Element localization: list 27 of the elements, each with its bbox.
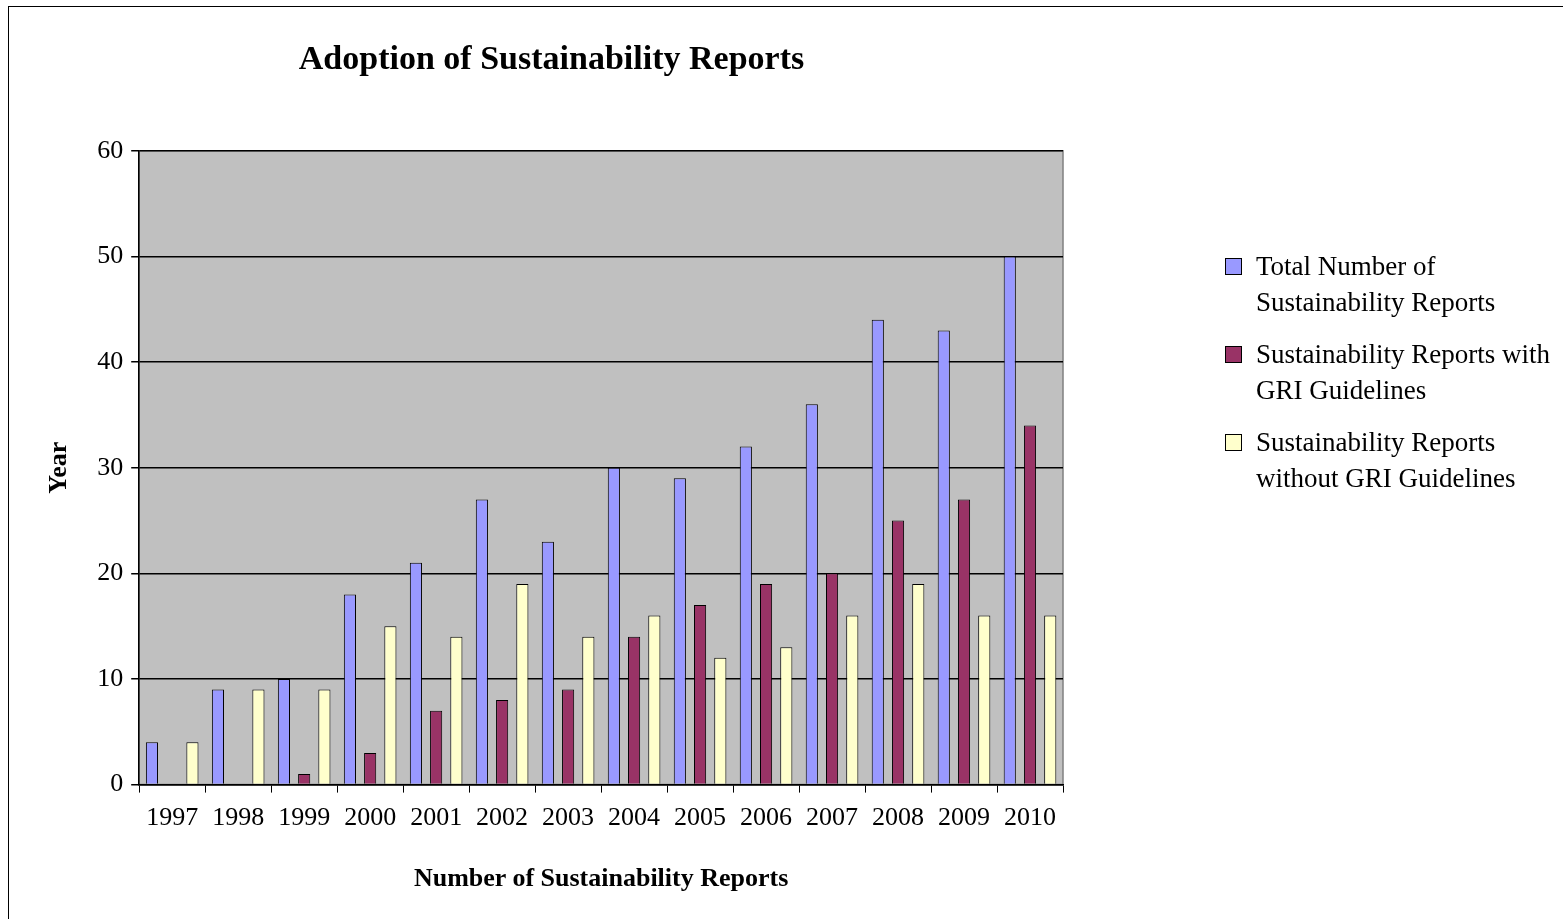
y-tick-label: 10	[97, 662, 124, 692]
x-tick-label: 2010	[1004, 802, 1057, 832]
x-tick-label: 2004	[608, 802, 661, 832]
x-tick-label: 2000	[344, 802, 397, 832]
legend-label: Sustainability Reports without GRI Guidelines	[1256, 426, 1517, 495]
x-tick-label: 2007	[806, 802, 859, 832]
y-tick-label: 50	[97, 240, 124, 270]
x-tick-label: 1997	[146, 802, 199, 832]
legend-label: Sustainability Reports with GRI Guidelines	[1256, 338, 1551, 407]
y-tick-label: 60	[97, 134, 124, 164]
chart-title: Adoption of Sustainability Reports	[298, 39, 805, 77]
x-tick-label: 2002	[476, 802, 529, 832]
y-tick-label: 30	[97, 451, 124, 481]
y-tick-label: 40	[97, 345, 124, 375]
x-tick-label: 2005	[674, 802, 727, 832]
x-tick-label: 2008	[872, 802, 925, 832]
x-tick-label: 2006	[740, 802, 793, 832]
x-tick-label: 2003	[542, 802, 595, 832]
x-tick-label: 1998	[212, 802, 265, 832]
y-axis-title: Year	[43, 441, 73, 494]
x-tick-label: 2009	[938, 802, 991, 832]
x-tick-label: 2001	[410, 802, 463, 832]
y-tick-label: 0	[110, 768, 124, 798]
legend-label: Total Number of Sustainability Reports	[1256, 250, 1497, 319]
x-axis-title: Number of Sustainability Reports	[413, 863, 789, 893]
y-tick-label: 20	[97, 557, 124, 587]
x-tick-label: 1999	[278, 802, 331, 832]
